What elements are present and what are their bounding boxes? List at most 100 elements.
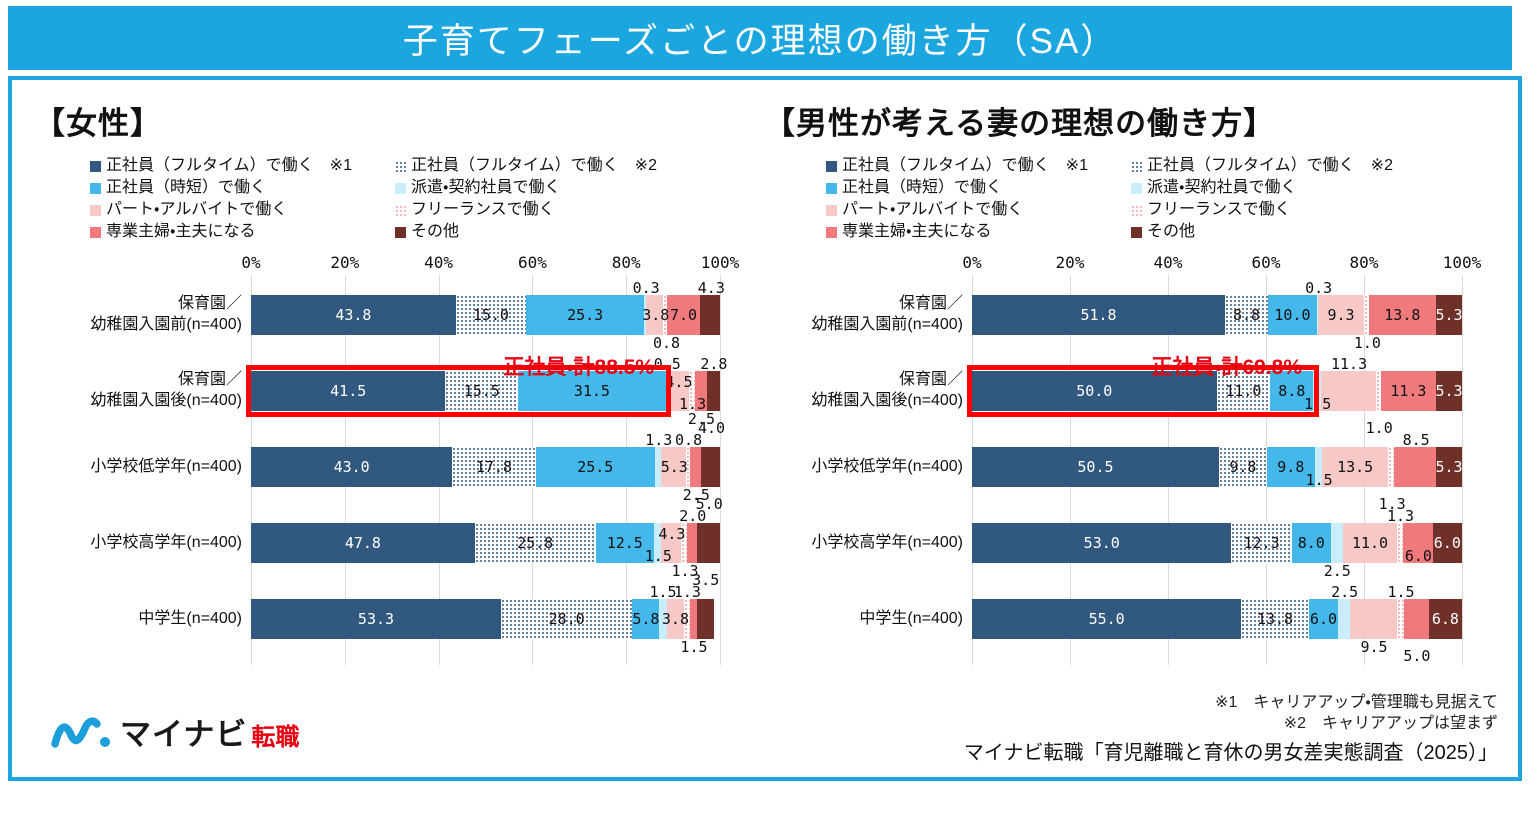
- legend: 正社員（フルタイム）で働く ※1 正社員（時短）で働く パート・アルバイトで働く 専業…: [826, 155, 1462, 243]
- logo-text-main: マイナビ: [120, 716, 248, 752]
- chart-men: 【男性が考える妻の理想の働き方】 正社員（フルタイム）で働く ※1 正社員（時短）…: [762, 92, 1481, 665]
- bar-segment-jitan-seishain: 12.5: [595, 523, 655, 563]
- bar-segment-freelance: [681, 523, 688, 563]
- bar-segment-part-arbeit: 13.5: [1322, 447, 1389, 487]
- legend-label: 正社員（フルタイム）で働く ※2: [1147, 157, 1393, 174]
- legend-item-fulltime-seishain-1: 正社員（フルタイム）で働く ※1: [90, 155, 395, 177]
- sonota-swatch: [1131, 226, 1142, 238]
- bar-row: 中学生(n=400) 2.5 9.5 1.5 5.0 55.0 13.8 6.0 6.8: [762, 581, 1462, 665]
- legend-label: 正社員（フルタイム）で働く ※1: [842, 157, 1088, 174]
- bar-track: 1.5 11.3 1.0 50.0 11.0 8.8 11.3 5.3 正社員・計69.8%: [967, 353, 1463, 437]
- seishain-total-annotation: 正社員・計88.5%: [503, 356, 655, 379]
- legend-label: 派遣・契約社員で働く: [1147, 179, 1297, 196]
- category-label: 中学生(n=400): [859, 609, 963, 627]
- legend-label: 正社員（フルタイム）で働く ※1: [106, 157, 352, 174]
- bar-segment-part-arbeit: [668, 371, 690, 411]
- bar-segment-haken-keiyaku: [654, 523, 662, 563]
- axis-tick: 60%: [517, 253, 547, 272]
- stacked-bar: 55.0 13.8 6.0 6.8: [972, 599, 1462, 639]
- bar-track: 0.5 4.5 1.3 2.5 2.8 41.5 15.5 31.5 正社員・計88.5%: [246, 353, 727, 429]
- legend-item-sonota: その他: [1131, 221, 1393, 243]
- content-card: 【女性】 正社員（フルタイム）で働く ※1 正社員（時短）で働く パート・アルバイト…: [8, 76, 1522, 781]
- bar-row: 保育園／ 幼稚園入園後(n=400) 1.5 11.3 1.0 50.0 11.0 8.8 1…: [762, 353, 1463, 437]
- bar-segment-part-arbeit: [1320, 371, 1376, 411]
- bar-segment-fulltime-seishain-1: 47.8: [251, 523, 475, 563]
- bar-segment-freelance: [685, 447, 690, 487]
- part-arbeit-swatch: [826, 204, 837, 216]
- legend-label: 正社員（フルタイム）で働く ※2: [411, 157, 657, 174]
- bar-segment-part-arbeit: [1350, 599, 1397, 639]
- fulltime-seishain-2-swatch: [1131, 160, 1142, 172]
- part-arbeit-swatch: [90, 204, 101, 216]
- bar-segment-fulltime-seishain-1: 53.3: [251, 599, 501, 639]
- axis-tick: 80%: [1349, 253, 1379, 272]
- plot-area: 0% 20% 40% 60% 80% 100% 保育園／ 幼稚園入園前(n=400) 0.3…: [762, 253, 1481, 665]
- value-label-freelance: 0.8: [652, 334, 681, 352]
- category-label: 小学校高学年(n=400): [811, 533, 963, 551]
- legend-label: 専業主婦・主夫になる: [842, 223, 992, 240]
- value-label-freelance: 1.5: [1387, 583, 1415, 601]
- bar-segment-freelance: [1375, 371, 1381, 411]
- bar-segment-jitan-seishain: 8.8: [1270, 371, 1314, 411]
- highlight-box: [967, 365, 1320, 417]
- x-axis: 0% 20% 40% 60% 80% 100%: [241, 253, 739, 277]
- fulltime-seishain-1-swatch: [90, 160, 101, 172]
- value-label-freelance: 1.3: [1386, 507, 1415, 525]
- mynavi-wave-icon: [51, 717, 110, 748]
- category-label: 保育園／ 幼稚園入園前(n=400): [811, 295, 963, 333]
- category-label: 小学校高学年(n=400): [90, 533, 242, 551]
- bar-segment-sengyou-shufu: [1404, 599, 1429, 639]
- bar-segment-freelance: [1363, 295, 1369, 335]
- bar-row: 中学生(n=400) 1.5 3.8 1.3 1.5 3.5 53.3 28.0 5.8: [26, 571, 720, 657]
- value-label-freelance: 1.3: [1378, 495, 1406, 513]
- bar-segment-sengyou-shufu: [690, 599, 698, 639]
- bar-row: 小学校低学年(n=400) 1.3 5.3 0.8 2.5 4.0 43.0 17.8 25.5: [26, 419, 725, 505]
- freelance-swatch: [395, 204, 406, 216]
- legend-label: 派遣・契約社員で働く: [411, 179, 561, 196]
- bar-segment-jitan-seishain: 6.0: [1308, 599, 1339, 639]
- bar-row: 保育園／ 幼稚園入園前(n=400) 0.3 1.0 51.8 8.8 10.0 9.3 13…: [762, 277, 1462, 353]
- axis-tick: 20%: [330, 253, 360, 272]
- bar-row: 保育園／ 幼稚園入園前(n=400) 0.3 3.8 0.8 4.3 43.8 15.0 25…: [26, 277, 724, 353]
- value-label-haken-keiyaku: 2.5: [1331, 583, 1359, 601]
- bar-segment-freelance: [689, 371, 696, 411]
- chart-women: 【女性】 正社員（フルタイム）で働く ※1 正社員（時短）で働く パート・アルバイト…: [26, 92, 739, 665]
- bar-row: 小学校低学年(n=400) 1.5 1.3 8.5 50.5 9.8 9.8 13.5 5.3: [762, 429, 1463, 513]
- bar-segment-sonota: 6.8: [1428, 599, 1462, 639]
- stacked-bar: 53.3 28.0 5.8: [251, 599, 720, 639]
- bar-segment-sonota: 5.3: [1435, 295, 1463, 335]
- logo-text-sub: 転職: [251, 723, 300, 751]
- bar-segment-sonota: 5.3: [1435, 447, 1463, 487]
- bar-segment-part-arbeit: [666, 599, 685, 639]
- bar-segment-sengyou-shufu: [1394, 447, 1437, 487]
- bar-segment-haken-keiyaku: [654, 447, 662, 487]
- x-axis: 0% 20% 40% 60% 80% 100%: [962, 253, 1481, 277]
- bar-segment-sonota: [699, 295, 721, 335]
- category-label: 小学校低学年(n=400): [811, 457, 963, 475]
- bar-segment-part-arbeit: [645, 295, 664, 335]
- legend-label: フリーランスで働く: [1147, 201, 1291, 218]
- value-label-freelance: 0.8: [675, 431, 703, 449]
- category-label: 保育園／ 幼稚園入園後(n=400): [811, 371, 963, 409]
- bar-segment-haken-keiyaku: [659, 599, 667, 639]
- plot: 保育園／ 幼稚園入園前(n=400) 0.3 1.0 51.8 8.8 10.0 9.3 13…: [762, 275, 1463, 665]
- bar-segment-jitan-seishain: 5.8: [632, 599, 660, 639]
- legend-item-haken-keiyaku: 派遣・契約社員で働く: [395, 177, 657, 199]
- value-label-part-arbeit: 4.5: [665, 373, 693, 391]
- bar-segment-sonota: [701, 447, 721, 487]
- bar-track: 1.3 5.3 0.8 2.5 4.0 43.0 17.8 25.5: [251, 419, 725, 505]
- bar-track: 1.5 4.3 1.3 2.0 5.0 47.8 25.8 12.5: [251, 495, 723, 581]
- bar-track: 2.5 1.3 6.0 53.0 12.3 8.0 11.0 6.0: [972, 505, 1462, 581]
- value-label-sengyou-shufu: 2.0: [679, 507, 707, 525]
- stacked-bar: 50.0 11.0 8.8 11.3 5.3: [972, 371, 1463, 411]
- seishain-total-annotation: 正社員・計69.8%: [1151, 356, 1303, 379]
- bar-segment-haken-keiyaku: [1330, 523, 1344, 563]
- legend-item-fulltime-seishain-2: 正社員（フルタイム）で働く ※2: [395, 155, 657, 177]
- plot: 保育園／ 幼稚園入園前(n=400) 0.3 3.8 0.8 4.3 43.8 15.0 25…: [26, 275, 727, 665]
- value-label-sonota: 2.8: [700, 355, 728, 373]
- bar-segment-sonota: [697, 599, 714, 639]
- bar-segment-sengyou-shufu: [689, 447, 702, 487]
- bar-row: 保育園／ 幼稚園入園後(n=400) 0.5 4.5 1.3 2.5 2.8 41.5 15.…: [26, 353, 727, 429]
- bar-segment-fulltime-seishain-2: 25.8: [474, 523, 596, 563]
- bar-segment-haken-keiyaku: [1316, 295, 1319, 335]
